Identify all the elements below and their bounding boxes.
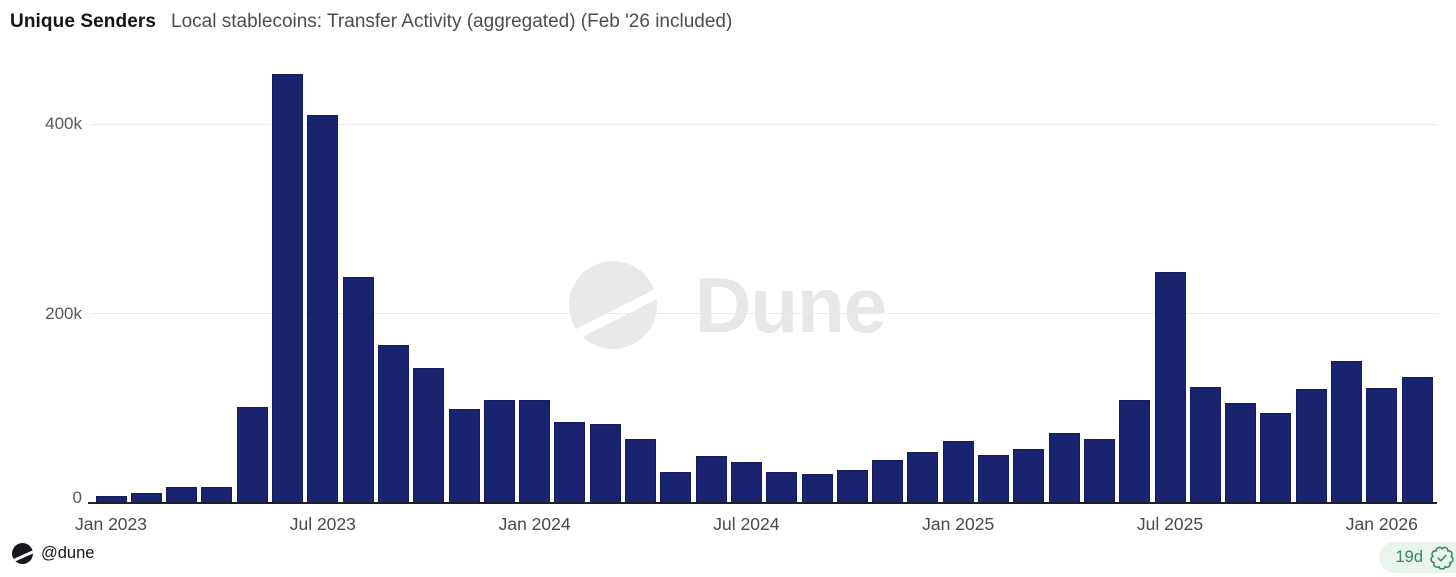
chart-bar-jul-2023[interactable] [307, 115, 339, 502]
chart-bar-jul-2024[interactable] [730, 462, 762, 502]
verified-seal-icon [1430, 546, 1454, 570]
dune-logo-watermark-icon [569, 261, 657, 349]
chart-bar-mar-2025[interactable] [1013, 448, 1045, 502]
refresh-age-badge[interactable]: 19d [1379, 542, 1456, 573]
refresh-age-label: 19d [1395, 548, 1423, 566]
chart-bar-may-2024[interactable] [660, 471, 692, 502]
x-tick-label-jan-2024: Jan 2024 [498, 514, 571, 534]
chart-bar-jun-2025[interactable] [1119, 399, 1151, 502]
chart-bar-mar-2024[interactable] [589, 424, 621, 502]
gridline-400k [90, 123, 1437, 125]
chart-header: Unique Senders Local stablecoins: Transf… [10, 11, 732, 33]
dune-handle: @dune [41, 544, 95, 562]
chart-bar-oct-2025[interactable] [1260, 412, 1292, 502]
chart-bar-jan-2025[interactable] [942, 441, 974, 502]
chart-bar-jan-2024[interactable] [519, 399, 551, 502]
chart-bar-apr-2023[interactable] [201, 486, 233, 502]
x-axis-line [88, 502, 1437, 504]
chart-bar-nov-2024[interactable] [872, 460, 904, 502]
chart-bar-jan-2023[interactable] [95, 496, 127, 502]
dune-attribution-link[interactable]: @dune [12, 543, 94, 564]
chart-bar-jun-2024[interactable] [695, 455, 727, 502]
x-tick-label-jul-2025: Jul 2025 [1136, 514, 1204, 534]
chart-bar-oct-2024[interactable] [836, 469, 868, 502]
chart-bar-feb-2024[interactable] [554, 422, 586, 502]
chart-bar-nov-2025[interactable] [1295, 389, 1327, 502]
x-tick-label-jan-2026: Jan 2026 [1345, 514, 1418, 534]
chart-bar-mar-2023[interactable] [166, 486, 198, 502]
chart-bar-may-2023[interactable] [236, 407, 268, 502]
chart-bar-jan-2026[interactable] [1366, 388, 1398, 502]
chart-bar-apr-2024[interactable] [625, 439, 656, 502]
chart-bar-feb-2025[interactable] [978, 454, 1009, 502]
chart-subtitle: Local stablecoins: Transfer Activity (ag… [171, 11, 733, 32]
chart-bar-dec-2024[interactable] [907, 451, 939, 502]
x-tick-label-jul-2023: Jul 2023 [289, 514, 356, 534]
chart-bar-sep-2024[interactable] [801, 473, 833, 502]
chart-bar-feb-2026[interactable] [1401, 376, 1433, 502]
chart-bar-aug-2023[interactable] [342, 276, 374, 502]
chart-bar-dec-2023[interactable] [483, 399, 515, 502]
chart-bar-feb-2023[interactable] [130, 493, 162, 502]
y-tick-label-0: 0 [72, 488, 82, 507]
chart-bar-oct-2023[interactable] [413, 368, 445, 502]
chart-bar-apr-2025[interactable] [1048, 432, 1080, 502]
y-tick-label-400k: 400k [45, 114, 82, 133]
y-tick-label-200k: 200k [45, 303, 82, 323]
chart-bar-aug-2024[interactable] [766, 471, 798, 502]
dune-watermark: Dune [569, 261, 887, 349]
chart-bar-jun-2023[interactable] [272, 73, 303, 502]
chart-bar-may-2025[interactable] [1083, 438, 1115, 502]
chart-bar-nov-2023[interactable] [448, 409, 480, 502]
x-tick-label-jul-2024: Jul 2024 [713, 514, 780, 534]
x-tick-label-jan-2025: Jan 2025 [922, 514, 995, 534]
chart-bar-sep-2023[interactable] [377, 344, 409, 502]
x-tick-label-jan-2023: Jan 2023 [74, 514, 148, 534]
dune-logo-icon [12, 543, 33, 564]
chart-bar-dec-2025[interactable] [1331, 360, 1362, 502]
chart-bar-aug-2025[interactable] [1189, 387, 1221, 502]
watermark-text: Dune [695, 261, 887, 349]
chart-title: Unique Senders [10, 11, 157, 32]
chart-bar-jul-2025[interactable] [1154, 271, 1186, 502]
gridline-200k [90, 313, 1437, 314]
chart-bar-sep-2025[interactable] [1225, 402, 1257, 502]
